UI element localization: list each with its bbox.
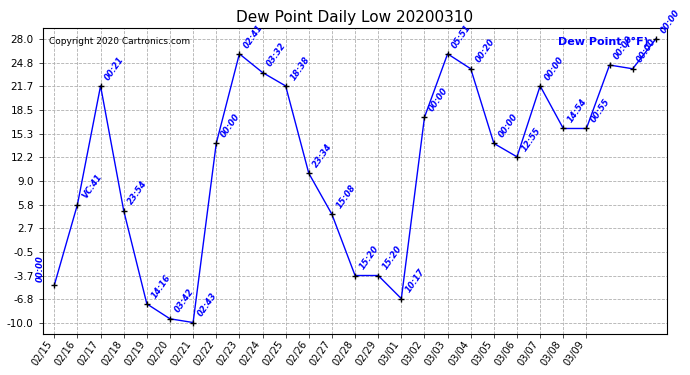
Text: 10:17: 10:17 [404, 267, 427, 294]
Text: 18:38: 18:38 [288, 55, 311, 82]
Text: 00:00: 00:00 [635, 38, 658, 64]
Text: 05:51: 05:51 [451, 22, 473, 50]
Text: 12:55: 12:55 [520, 126, 542, 153]
Text: 02:41: 02:41 [242, 22, 265, 50]
Text: 00:00: 00:00 [612, 34, 635, 61]
Text: 03:32: 03:32 [265, 41, 288, 68]
Title: Dew Point Daily Low 20200310: Dew Point Daily Low 20200310 [237, 10, 473, 25]
Text: 00:00: 00:00 [219, 112, 241, 139]
Text: 00:55: 00:55 [589, 97, 612, 124]
Text: 14:16: 14:16 [150, 273, 172, 300]
Text: 15:08: 15:08 [335, 183, 357, 210]
Text: 00:00: 00:00 [658, 8, 682, 35]
Text: 15:20: 15:20 [381, 244, 404, 272]
Text: 14:54: 14:54 [566, 97, 589, 124]
Text: 00:20: 00:20 [473, 38, 496, 64]
Text: 00:00: 00:00 [427, 86, 450, 113]
Text: 00:00: 00:00 [497, 112, 520, 139]
Text: 23:34: 23:34 [312, 142, 335, 169]
Text: 02:43: 02:43 [196, 291, 219, 318]
Text: 00:00: 00:00 [543, 55, 566, 82]
Text: VC:41: VC:41 [80, 172, 104, 201]
Text: 00:00: 00:00 [36, 255, 45, 282]
Text: 03:42: 03:42 [172, 288, 195, 315]
Text: Copyright 2020 Cartronics.com: Copyright 2020 Cartronics.com [49, 37, 190, 46]
Text: 00:21: 00:21 [104, 55, 126, 82]
Text: 15:20: 15:20 [358, 244, 381, 272]
Text: 23:54: 23:54 [126, 179, 149, 206]
Text: Dew Point (°F): Dew Point (°F) [558, 37, 649, 47]
